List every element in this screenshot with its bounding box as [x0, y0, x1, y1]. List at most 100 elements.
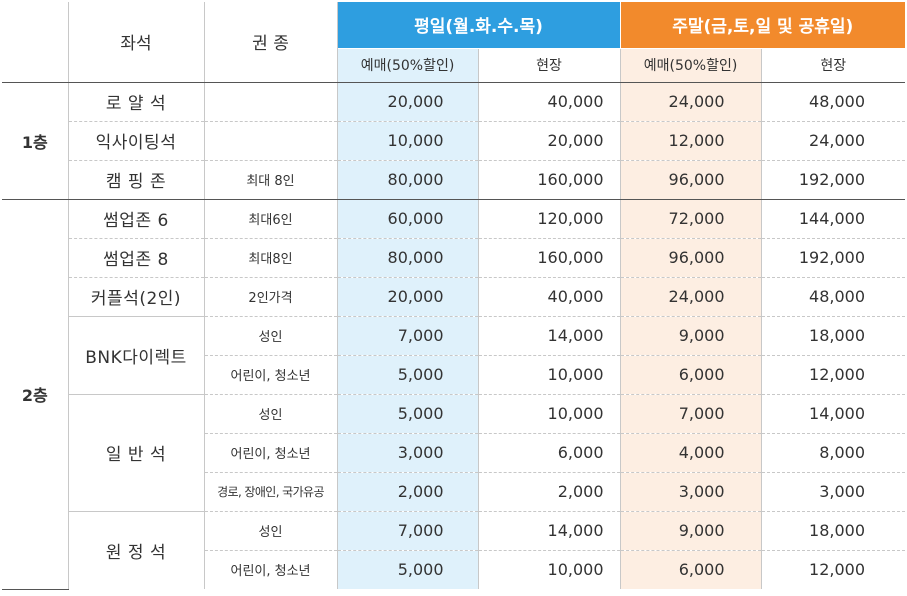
table-row: BNK다이렉트 성인 7,000 14,000 9,000 18,000: [2, 316, 906, 395]
table-row: 어린이, 청소년 3,000 6,000 4,000 8,000: [2, 433, 906, 473]
ticket-type: 최대6인: [204, 199, 338, 239]
weekend-onsite-price: 24,000: [761, 121, 906, 161]
seat-name: 익사이팅석: [68, 121, 205, 161]
floor-label: 1층: [2, 82, 69, 200]
weekend-onsite-price: 192,000: [761, 160, 906, 200]
weekday-advance-price: 20,000: [337, 277, 479, 317]
weekday-advance-price: 80,000: [337, 160, 479, 200]
subheader-row: 예매(50%할인) 현장 예매(50%할인) 현장: [2, 48, 906, 83]
seat-name: 일 반 석: [68, 394, 205, 512]
weekday-advance-price: 10,000: [337, 121, 479, 161]
weekend-onsite-price: 48,000: [761, 82, 906, 122]
weekday-advance-price: 2,000: [337, 472, 479, 512]
weekday-advance-price: 7,000: [337, 316, 479, 356]
weekday-onsite-price: 40,000: [478, 277, 621, 317]
weekend-advance-price: 4,000: [620, 433, 762, 473]
weekend-advance-price: 3,000: [620, 472, 762, 512]
weekend-advance-price: 96,000: [620, 238, 762, 278]
seat-name: 커플석(2인): [68, 277, 205, 317]
weekend-advance-header: 예매(50%할인): [620, 48, 762, 83]
weekday-advance-price: 80,000: [337, 238, 479, 278]
ticket-type: 2인가격: [204, 277, 338, 317]
table-row: 커플석(2인) 2인가격 20,000 40,000 24,000 48,000: [2, 277, 906, 317]
weekend-onsite-price: 8,000: [761, 433, 906, 473]
weekend-onsite-price: 192,000: [761, 238, 906, 278]
ticket-type: 최대 8인: [204, 160, 338, 200]
weekend-onsite-price: 144,000: [761, 199, 906, 239]
weekday-advance-price: 20,000: [337, 82, 479, 122]
ticket-type: 성인: [204, 394, 338, 434]
weekday-advance-price: 7,000: [337, 511, 479, 551]
weekend-onsite-price: 3,000: [761, 472, 906, 512]
weekday-onsite-price: 10,000: [478, 355, 621, 395]
weekend-advance-price: 24,000: [620, 82, 762, 122]
weekday-header: 평일(월.화.수.목): [337, 2, 621, 49]
weekday-onsite-price: 2,000: [478, 472, 621, 512]
ticket-type: 어린이, 청소년: [204, 433, 338, 473]
weekday-onsite-price: 160,000: [478, 238, 621, 278]
weekday-advance-price: 60,000: [337, 199, 479, 239]
weekend-onsite-price: 18,000: [761, 511, 906, 551]
weekend-advance-price: 24,000: [620, 277, 762, 317]
table-row: 어린이, 청소년 5,000 10,000 6,000 12,000: [2, 355, 906, 395]
ticket-type: 성인: [204, 511, 338, 551]
ticket-type: 어린이, 청소년: [204, 550, 338, 589]
seat-name: 썸업존 6: [68, 199, 205, 239]
weekday-onsite-header: 현장: [478, 48, 621, 83]
seat-name: BNK다이렉트: [68, 316, 205, 395]
weekday-onsite-price: 10,000: [478, 394, 621, 434]
table-row: 경로, 장애인, 국가유공 2,000 2,000 3,000 3,000: [2, 472, 906, 512]
weekday-onsite-price: 14,000: [478, 511, 621, 551]
weekday-onsite-price: 10,000: [478, 550, 621, 589]
ticket-header: 권 종: [204, 2, 338, 83]
header-row: 좌석 권 종 평일(월.화.수.목) 주말(금,토,일 및 공휴일): [2, 2, 906, 83]
weekend-onsite-price: 48,000: [761, 277, 906, 317]
table-row: 일 반 석 성인 5,000 10,000 7,000 14,000: [2, 394, 906, 512]
weekend-onsite-price: 14,000: [761, 394, 906, 434]
floor-label: 2층: [2, 199, 69, 590]
weekend-advance-price: 6,000: [620, 355, 762, 395]
weekend-header: 주말(금,토,일 및 공휴일): [620, 2, 906, 49]
weekend-advance-price: 9,000: [620, 511, 762, 551]
weekday-onsite-price: 20,000: [478, 121, 621, 161]
weekend-onsite-header: 현장: [761, 48, 906, 83]
table-row: 어린이, 청소년 5,000 10,000 6,000 12,000: [2, 550, 905, 589]
weekend-onsite-price: 18,000: [761, 316, 906, 356]
weekend-onsite-price: 12,000: [809, 560, 866, 580]
weekend-advance-price: 96,000: [620, 160, 762, 200]
weekend-advance-price: 72,000: [620, 199, 762, 239]
ticket-type: 경로, 장애인, 국가유공: [204, 472, 338, 512]
table-row: 2층 썸업존 6 최대6인 60,000 120,000 72,000 144,…: [2, 199, 906, 590]
ticket-type: [204, 82, 338, 122]
table-row: 익사이팅석 10,000 20,000 12,000 24,000: [2, 121, 906, 161]
weekday-onsite-price: 6,000: [478, 433, 621, 473]
weekday-advance-header: 예매(50%할인): [337, 48, 479, 83]
weekday-onsite-price: 120,000: [478, 199, 621, 239]
weekday-advance-price: 5,000: [337, 355, 479, 395]
weekend-advance-price: 12,000: [620, 121, 762, 161]
floor-header: [2, 2, 69, 83]
table-row: 원 정 석 성인 7,000 14,000 9,000 18,000: [2, 511, 906, 589]
weekday-onsite-price: 40,000: [478, 82, 621, 122]
ticket-type: 어린이, 청소년: [204, 355, 338, 395]
table-row: 썸업존 8 최대8인 80,000 160,000 96,000 192,000: [2, 238, 906, 278]
weekend-onsite-price: 12,000: [761, 355, 906, 395]
seat-name: 썸업존 8: [68, 238, 205, 278]
table-row: 1층 로 얄 석 20,000 40,000 24,000 48,000: [2, 82, 906, 200]
seat-header: 좌석: [68, 2, 205, 83]
weekday-advance-price: 3,000: [337, 433, 479, 473]
weekday-advance-price: 5,000: [337, 394, 479, 434]
ticket-type: [204, 121, 338, 161]
weekday-onsite-price: 160,000: [478, 160, 621, 200]
ticket-type: 최대8인: [204, 238, 338, 278]
weekday-onsite-price: 14,000: [478, 316, 621, 356]
weekend-advance-price: 6,000: [620, 550, 762, 589]
seat-name: 로 얄 석: [68, 82, 205, 122]
seat-name: 캠 핑 존: [68, 160, 205, 200]
seat-name: 원 정 석: [68, 511, 205, 589]
weekend-advance-price: 9,000: [620, 316, 762, 356]
weekend-advance-price: 7,000: [620, 394, 762, 434]
ticket-type: 성인: [204, 316, 338, 356]
weekday-advance-price: 5,000: [337, 550, 479, 589]
